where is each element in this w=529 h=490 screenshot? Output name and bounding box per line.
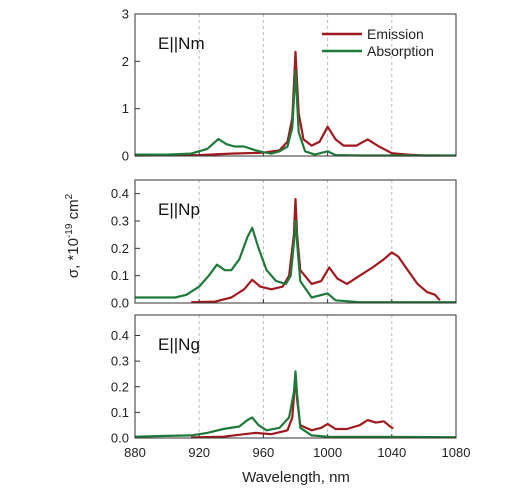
legend-absorption-label: Absorption	[367, 43, 434, 59]
y-tick-label: 0.1	[111, 405, 129, 420]
y-tick-label: 0.4	[111, 328, 129, 343]
y-tick-label: 2	[122, 54, 129, 69]
panel-frame	[134, 179, 457, 304]
y-tick-label: 0.2	[111, 379, 129, 394]
y-tick-label: 0.3	[111, 214, 129, 229]
series-absorption-line	[135, 219, 456, 304]
x-tick-label: 1000	[313, 445, 342, 460]
y-tick-label: 0.4	[111, 186, 129, 201]
x-axis-title: Wavelength, nm	[242, 469, 350, 486]
y-tick-label: 1	[122, 101, 129, 116]
y-axis-title-unit-exponent: 2	[64, 193, 75, 199]
y-tick-label: 0.2	[111, 241, 129, 256]
y-tick-label: 0	[122, 149, 129, 164]
x-tick-label: 920	[188, 445, 210, 460]
y-tick-label: 3	[122, 7, 129, 22]
x-tick-label: 1080	[442, 445, 471, 460]
series-emission-line	[134, 50, 440, 157]
series-emission-line	[191, 198, 441, 304]
panel-frame	[134, 13, 457, 157]
panel-frame	[134, 314, 457, 439]
y-axis-title: σ, *10-19 cm2	[64, 193, 82, 278]
y-axis-title-unit: cm	[65, 199, 82, 223]
series-absorption-line	[135, 69, 456, 157]
x-tick-label: 1040	[377, 445, 406, 460]
y-tick-label: 0.1	[111, 268, 129, 283]
panel-3: 0.0 0.1 0.2 0.3 0.4 E||Ng	[111, 314, 457, 446]
panels-layer: 0123E||Nm0.00.10.20.30.4E||Np0.00.10.20.…	[111, 7, 457, 446]
legend-emission-label: Emission	[367, 26, 424, 42]
x-axis: 880 920 960 1000 1040 1080	[124, 445, 470, 460]
y-tick-label: 0.0	[111, 296, 129, 311]
panel-2: 0.0 0.1 0.2 0.3 0.4 E||Np	[111, 179, 457, 311]
panel-1: 0 1 2 3 E||Nm	[122, 7, 457, 164]
y-tick-label: 0.0	[111, 431, 129, 446]
y-tick-label: 0.3	[111, 354, 129, 369]
x-tick-label: 880	[124, 445, 146, 460]
panel-label: E||Nm	[158, 34, 205, 53]
series-emission-line	[191, 375, 394, 439]
y-axis-title-main: σ, *10	[65, 238, 82, 278]
series-absorption-line	[134, 370, 457, 439]
panel-label: E||Np	[158, 200, 200, 219]
legend: Emission Absorption	[322, 26, 434, 59]
panel-label: E||Ng	[158, 335, 200, 354]
y-axis-title-exponent: -19	[64, 223, 75, 238]
x-tick-label: 960	[253, 445, 275, 460]
